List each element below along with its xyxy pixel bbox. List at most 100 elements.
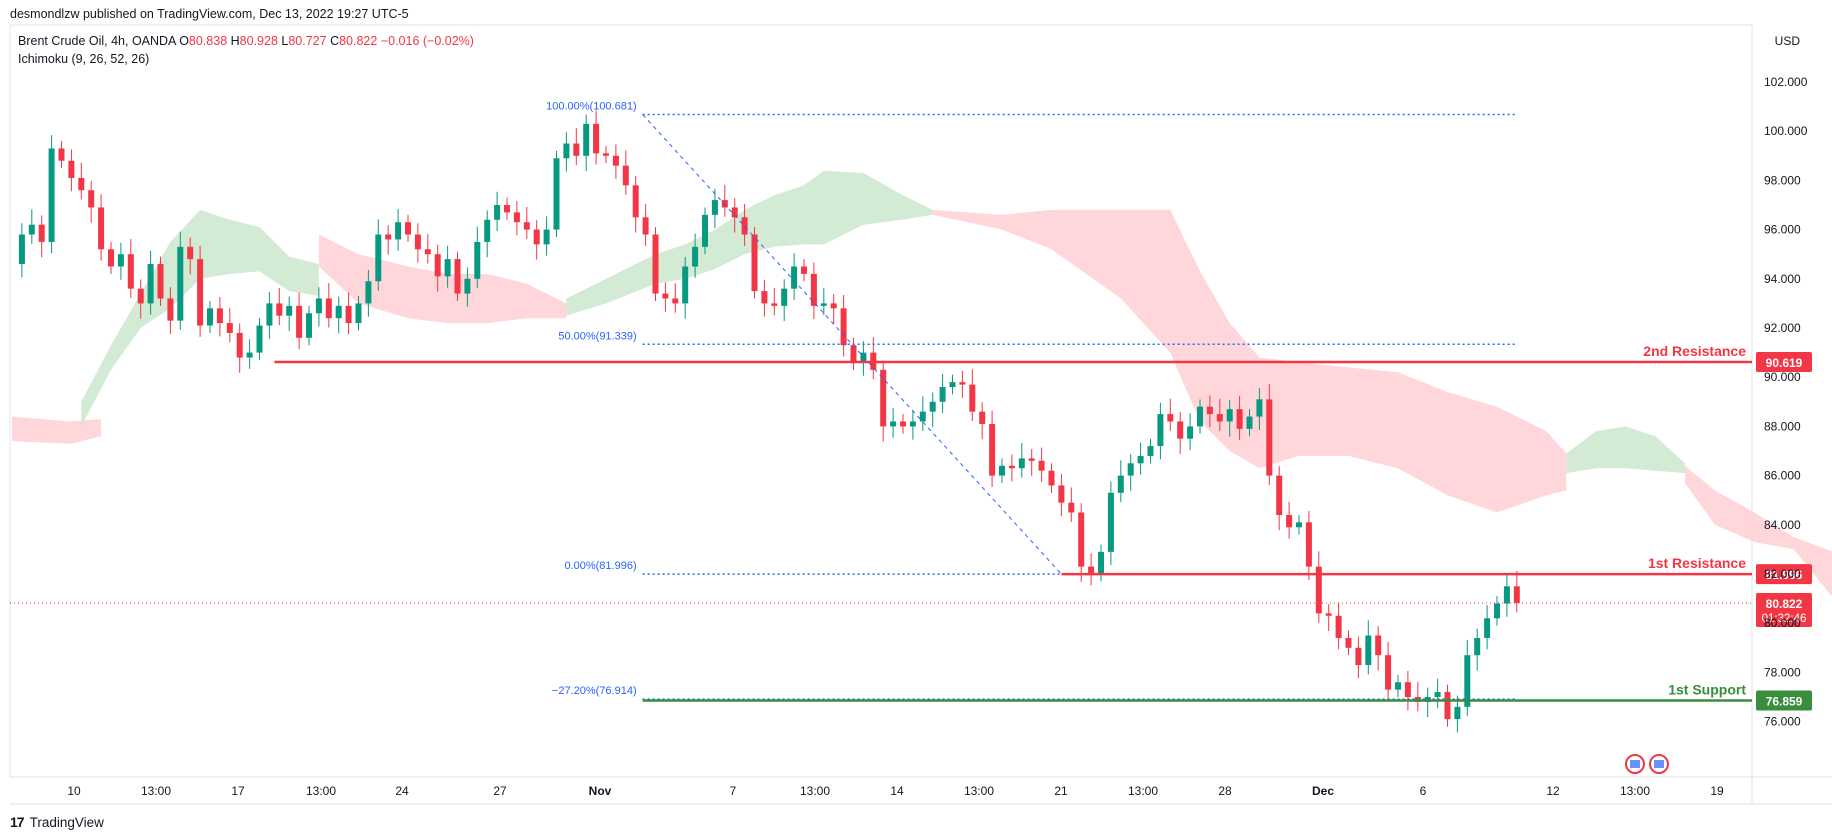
candle-body <box>1276 475 1283 515</box>
price-tick-label: 92.000 <box>1764 321 1801 335</box>
candle-body <box>1355 647 1362 666</box>
price-tick-label: 90.000 <box>1764 370 1801 384</box>
time-axis[interactable]: 10 13:00 17 13:00 24 27 Nov 7 13:00 14 13:00 21 13:0… <box>67 784 1724 798</box>
candle-body <box>1365 635 1372 666</box>
change-value: −0.016 (−0.02%) <box>380 34 474 48</box>
candle-body <box>18 234 25 265</box>
price-tick-label: 86.000 <box>1764 469 1801 483</box>
time-tick-label: 10 <box>67 784 81 798</box>
price-tick-label: 100.000 <box>1764 124 1808 138</box>
price-tick-label: 84.000 <box>1764 518 1801 532</box>
candle-body <box>642 217 649 235</box>
candle-body <box>1107 492 1114 552</box>
candle-body <box>573 143 580 156</box>
candle-body <box>484 219 491 242</box>
us-flag-canton-icon <box>1654 760 1664 768</box>
candle-body <box>890 421 897 427</box>
current-price-tag[interactable] <box>1756 592 1812 627</box>
candle-body <box>999 465 1005 476</box>
level-price-tag[interactable] <box>1756 351 1812 372</box>
candle-body <box>38 224 45 242</box>
candle-body <box>939 387 946 402</box>
candle-body <box>405 222 411 235</box>
candle-body <box>523 222 530 230</box>
candle-body <box>632 185 639 218</box>
open-label: O <box>179 34 189 48</box>
candle-body <box>197 259 204 326</box>
candle-body <box>1216 414 1223 422</box>
candle-body <box>979 411 986 424</box>
price-tick-label: 98.000 <box>1764 173 1801 187</box>
candle-body <box>820 303 827 306</box>
price-tick-label: 78.000 <box>1764 665 1801 679</box>
candle-body <box>296 305 303 338</box>
candle-body <box>78 177 85 191</box>
fib-level-label: 0.00%(81.996) <box>564 560 636 572</box>
candle-body <box>543 229 550 245</box>
symbol-legend[interactable]: Brent Crude Oil, 4h, OANDA O80.838 H80.9… <box>18 34 474 48</box>
time-tick-label: 28 <box>1218 784 1232 798</box>
time-tick-label: 13:00 <box>306 784 336 798</box>
time-tick-label: 13:00 <box>141 784 171 798</box>
time-tick-label: 12 <box>1546 784 1560 798</box>
candle-body <box>246 352 253 358</box>
candle-body <box>959 382 966 385</box>
candle-body <box>1464 655 1471 707</box>
candle-body <box>949 382 956 388</box>
level-price-label: 81.996 <box>1766 568 1803 582</box>
level-price-label: 90.619 <box>1766 356 1803 370</box>
tradingview-footer[interactable]: 17 TradingView <box>10 814 104 830</box>
candle-body <box>603 153 609 156</box>
candle-body <box>900 421 906 427</box>
candle-body <box>1187 426 1194 439</box>
level-price-tag[interactable] <box>1756 564 1812 585</box>
price-tick-label: 76.000 <box>1764 715 1801 729</box>
candle-body <box>1444 692 1451 720</box>
symbol-name[interactable]: Brent Crude Oil, 4h, OANDA <box>18 34 176 48</box>
level-name: 1st Support <box>1668 681 1746 697</box>
candle-body <box>504 205 510 213</box>
candle-body <box>1513 586 1520 603</box>
price-axis[interactable]: 76.000 78.000 80.000 82.000 84.000 86.000 88.0… <box>1764 75 1808 729</box>
fibonacci-tool[interactable]: 100.00%(100.681) 50.00%(91.339) 0.00%(81.9… <box>546 100 1515 700</box>
price-tick-label: 80.000 <box>1764 616 1801 630</box>
time-tick-label: 24 <box>395 784 409 798</box>
candle-body <box>355 303 362 324</box>
candle-body <box>702 214 708 247</box>
candle-body <box>28 224 35 235</box>
candle-body <box>147 264 154 304</box>
candle-body <box>1404 682 1411 697</box>
low-value: 80.727 <box>288 34 327 48</box>
time-tick-label: 6 <box>1420 784 1427 798</box>
candle-body <box>177 246 184 321</box>
candle-body <box>474 241 481 279</box>
candle-body <box>167 298 174 321</box>
candle-body <box>1008 465 1015 469</box>
candle-body <box>989 423 996 476</box>
candle-body <box>335 305 342 319</box>
candle-body <box>1177 421 1184 439</box>
candle-body <box>1385 655 1392 690</box>
level-price-tag[interactable] <box>1756 690 1812 711</box>
candle-body <box>919 411 926 422</box>
currency-label[interactable]: USD <box>1774 34 1800 48</box>
event-flags[interactable] <box>1625 754 1669 774</box>
candle-body <box>860 352 867 363</box>
close-value: 80.822 <box>339 34 378 48</box>
candle-body <box>810 273 817 306</box>
support-resistance-lines[interactable]: 2nd Resistance 90.619 1st Resistance 81.996… <box>10 343 1812 711</box>
candle-body <box>1226 409 1233 422</box>
candle-body <box>513 212 520 223</box>
candle-body <box>216 308 223 324</box>
high-value: 80.928 <box>239 34 278 48</box>
candle-body <box>58 148 65 161</box>
level-name: 2nd Resistance <box>1643 343 1746 359</box>
candle-body <box>1236 409 1243 429</box>
candle-body <box>1127 463 1134 476</box>
indicator-legend[interactable]: Ichimoku (9, 26, 52, 26) <box>18 52 150 66</box>
time-tick-label: Dec <box>1312 784 1334 798</box>
candle-body <box>464 278 471 294</box>
time-tick-label: 13:00 <box>800 784 830 798</box>
bar-countdown: 01:32:46 <box>1762 613 1807 625</box>
